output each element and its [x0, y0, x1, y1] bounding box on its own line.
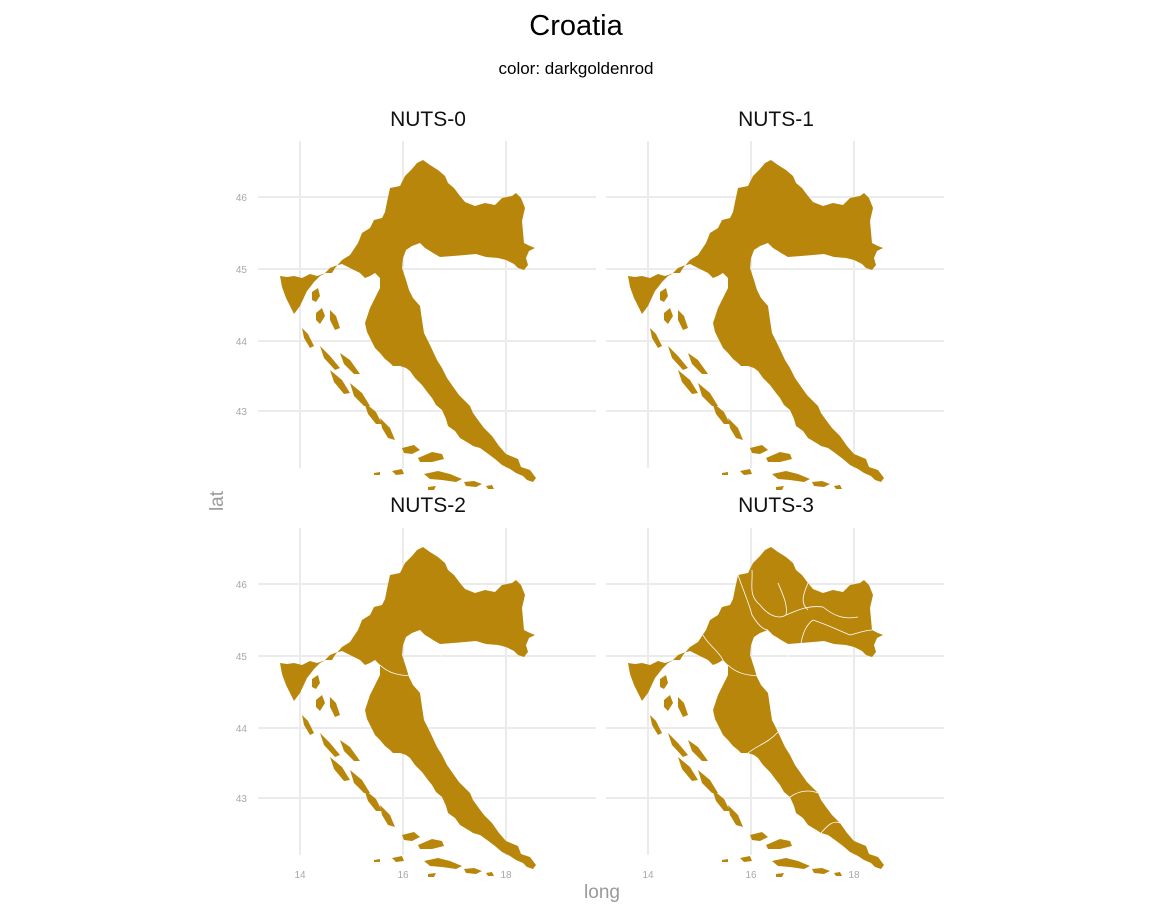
x-tick-label: 16	[745, 870, 757, 881]
x-tick-label: 14	[294, 870, 306, 881]
plot-subtitle: color: darkgoldenrod	[498, 59, 654, 78]
facet-title-nuts0: NUTS-0	[390, 108, 466, 131]
y-tick-label: 45	[236, 652, 248, 663]
y-tick-label: 45	[236, 265, 248, 276]
facet-panel-nuts-2: 46 45 44 43 14 16 18	[236, 528, 596, 881]
x-axis-title: long	[584, 882, 620, 903]
facet-panel-nuts-3: 14 16 18	[606, 528, 944, 881]
plot-title: Croatia	[529, 10, 623, 42]
y-tick-label: 46	[236, 193, 248, 204]
facet-panel-nuts-0: 46 45 44 43	[236, 141, 596, 490]
croatia-region-polygons	[280, 547, 536, 877]
x-tick-label: 18	[848, 870, 860, 881]
y-tick-label: 43	[236, 794, 248, 805]
y-tick-label: 44	[236, 724, 248, 735]
croatia-region-polygons	[628, 547, 884, 877]
y-tick-label: 43	[236, 407, 248, 418]
croatia-region-polygons	[628, 160, 884, 490]
facet-panel-nuts-1	[606, 141, 944, 490]
facet-title-nuts2: NUTS-2	[390, 494, 466, 517]
x-tick-label: 18	[500, 870, 512, 881]
x-tick-label: 14	[642, 870, 654, 881]
croatia-region-polygons	[280, 160, 536, 490]
x-tick-label: 16	[397, 870, 409, 881]
facet-title-nuts1: NUTS-1	[738, 108, 814, 131]
facet-title-nuts3: NUTS-3	[738, 494, 814, 517]
y-tick-label: 46	[236, 580, 248, 591]
y-tick-label: 44	[236, 337, 248, 348]
